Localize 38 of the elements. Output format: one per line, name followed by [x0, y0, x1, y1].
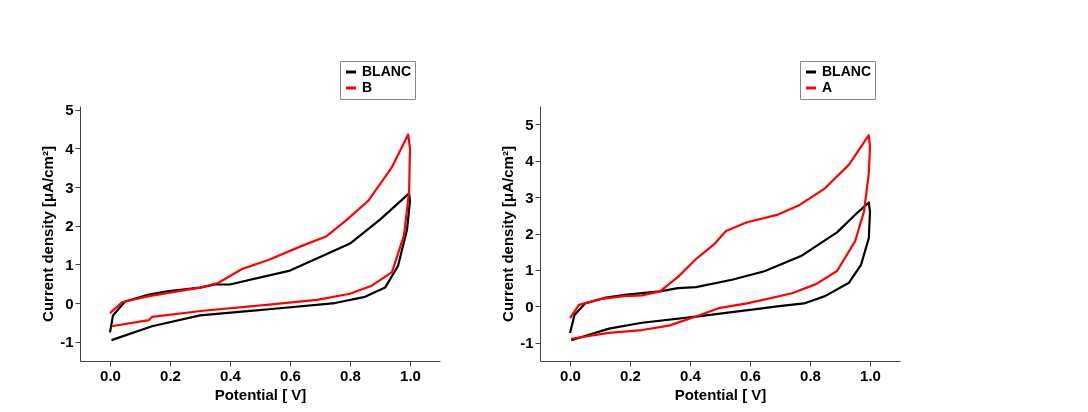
y-tick-label: 0: [65, 294, 74, 312]
y-tick-label: 3: [525, 188, 534, 206]
line-series: [108, 192, 412, 342]
legend-label: B: [362, 79, 373, 95]
y-tick-label: 1: [65, 255, 74, 273]
x-tick-label: 0.4: [680, 366, 702, 384]
y-tick-label: -1: [60, 333, 74, 351]
y-axis-title: Current density [μA/cm²]: [39, 146, 57, 322]
y-tick-label: 0: [525, 297, 534, 315]
y-axis-title: Current density [μA/cm²]: [499, 146, 517, 322]
x-tick-label: 1.0: [860, 366, 881, 384]
x-tick-label: 0.8: [340, 366, 361, 384]
y-tick-label: 1: [525, 261, 534, 279]
y-tick-label: 2: [65, 217, 74, 235]
legend-label: BLANC: [822, 63, 871, 79]
x-tick-label: 0.0: [100, 366, 121, 384]
line-series: [108, 133, 412, 328]
y-tick-label: 5: [525, 115, 534, 133]
x-tick-label: 0.6: [280, 366, 301, 384]
y-tick-label: 5: [65, 101, 74, 119]
line-series: [568, 134, 872, 340]
legend-label: BLANC: [362, 63, 411, 79]
x-tick-label: 0.6: [740, 366, 761, 384]
x-tick-label: 0.2: [620, 366, 641, 384]
x-tick-label: 0.4: [220, 366, 242, 384]
x-tick-label: 0.0: [560, 366, 581, 384]
line-series: [568, 201, 872, 342]
y-tick-label: 4: [65, 140, 75, 157]
x-axis-title: Potential [ V]: [214, 385, 307, 403]
x-tick-label: 0.8: [800, 366, 821, 384]
x-tick-label: 1.0: [400, 366, 421, 384]
y-tick-label: 3: [65, 178, 74, 196]
y-tick-label: -1: [520, 334, 534, 352]
legend-label: A: [822, 79, 833, 95]
x-axis-title: Potential [ V]: [674, 385, 767, 403]
y-tick-label: 4: [525, 152, 535, 170]
y-tick-label: 2: [525, 225, 534, 242]
x-tick-label: 0.2: [160, 366, 181, 384]
